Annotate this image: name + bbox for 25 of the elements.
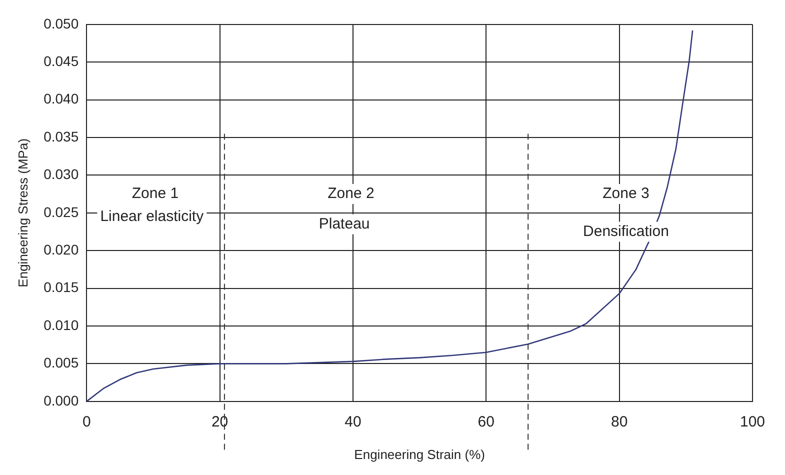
x-tick-label: 0 [82, 414, 91, 431]
x-tick-label: 80 [610, 414, 628, 431]
x-tick-label: 60 [478, 414, 494, 431]
y-tick-label: 0.030 [44, 166, 79, 182]
y-tick-label: 0.005 [44, 354, 79, 371]
y-tick-label: 0.040 [44, 90, 79, 107]
y-tick-label: 0.045 [44, 52, 79, 69]
y-tick-label: 0.000 [44, 392, 79, 408]
y-tick-label: 0.035 [44, 128, 79, 144]
y-tick-label: 0.015 [44, 279, 79, 296]
x-axis-title: Engineering Strain (%) [354, 446, 485, 462]
y-tick-label: 0.050 [44, 15, 79, 32]
y-tick-label: 0.010 [44, 316, 79, 333]
x-tick-label: 40 [344, 414, 362, 431]
annotation: Linear elasticity [100, 208, 204, 225]
x-tick-label: 100 [740, 414, 765, 431]
y-tick-label: 0.020 [44, 241, 79, 258]
y-tick-label: 0.025 [44, 204, 79, 220]
annotation: Zone 3 [602, 185, 650, 202]
x-tick-label: 20 [211, 414, 228, 431]
annotation: Plateau [318, 215, 370, 232]
annotation: Zone 1 [132, 185, 179, 202]
annotation: Zone 2 [328, 185, 374, 202]
annotation: Densification [583, 222, 669, 240]
y-axis-title: Engineering Stress (MPa) [15, 138, 30, 288]
